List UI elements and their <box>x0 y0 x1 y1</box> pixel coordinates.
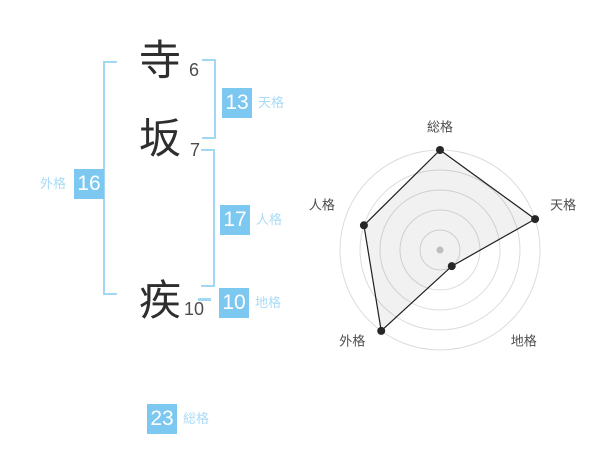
radar-axis-label: 外格 <box>339 333 365 348</box>
name-character-3: 疾 <box>138 277 181 324</box>
radar-grid-ring <box>419 229 461 271</box>
chikaku-row: 10 地格 <box>219 288 281 318</box>
jinkaku-row: 17 人格 <box>220 205 282 235</box>
stroke-count-1: 6 <box>189 60 200 80</box>
gaikaku-value-box: 16 <box>74 169 105 199</box>
chikaku-label: 地格 <box>255 295 282 310</box>
tenkaku-bracket <box>202 59 216 139</box>
radar-axis-label: 天格 <box>550 198 576 213</box>
soukaku-label: 総格 <box>183 411 210 426</box>
jinkaku-label: 人格 <box>256 212 283 227</box>
gaikaku-row: 外格 16 <box>40 169 105 199</box>
radar-data-point <box>447 262 456 271</box>
radar-axis-label: 人格 <box>309 198 335 213</box>
radar-data-point <box>531 215 540 224</box>
jinkaku-bracket <box>201 149 215 287</box>
radar-grid-ring <box>359 169 521 331</box>
radar-center-dot <box>436 246 444 254</box>
radar-data-polygon <box>363 149 537 333</box>
radar-data-point <box>377 326 386 335</box>
gaikaku-bracket <box>103 61 117 295</box>
jinkaku-value-box: 17 <box>220 205 250 235</box>
tenkaku-row: 13 天格 <box>222 88 284 118</box>
soukaku-row: 23 総格 <box>147 404 209 434</box>
name-character-2: 坂 <box>138 115 181 162</box>
stroke-count-3: 10 <box>184 299 205 319</box>
tenkaku-label: 天格 <box>258 95 285 110</box>
stroke-count-2: 7 <box>190 140 201 160</box>
name-character-1: 寺 <box>138 37 181 84</box>
radar-axis-label: 総格 <box>427 120 453 135</box>
radar-axis-label: 地格 <box>511 333 537 348</box>
tenkaku-value-box: 13 <box>222 88 252 118</box>
chikaku-value-box: 10 <box>219 288 249 318</box>
radar-data-point <box>359 221 368 230</box>
soukaku-value-box: 23 <box>147 404 177 434</box>
gaikaku-label: 外格 <box>40 176 67 191</box>
chikaku-bracket <box>198 298 211 301</box>
radar-data-point <box>436 146 444 154</box>
radar-grid-ring <box>379 189 501 311</box>
